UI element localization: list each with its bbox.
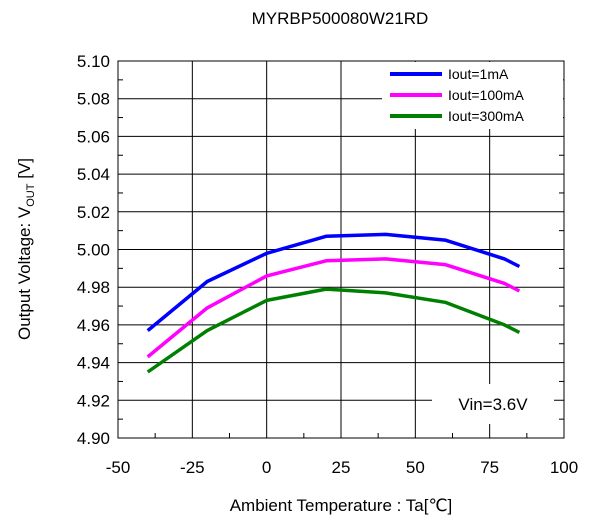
- y-tick-label: 4.92: [77, 391, 110, 410]
- x-tick-label: -50: [106, 458, 131, 477]
- y-tick-label: 5.06: [77, 127, 110, 146]
- x-tick-label: 0: [262, 458, 271, 477]
- minor-ticks: [118, 79, 564, 438]
- y-tick-label: 5.00: [77, 241, 110, 260]
- legend-label-1: Iout=1mA: [448, 66, 509, 82]
- y-axis-label-subscript: OUT: [25, 183, 37, 207]
- y-tick-label: 4.96: [77, 316, 110, 335]
- plot-area: [117, 60, 565, 439]
- y-tick-label: 5.02: [77, 203, 110, 222]
- legend: Iout=1mA Iout=100mA Iout=300mA: [382, 62, 563, 129]
- x-tick-label: 75: [480, 458, 499, 477]
- y-axis-label-unit: [V]: [15, 158, 34, 184]
- x-tick-label: 50: [406, 458, 425, 477]
- y-tick-label: 4.98: [77, 278, 110, 297]
- y-tick-labels: 4.90 4.92 4.94 4.96 4.98 5.00 5.02 5.04 5.06 5.08…: [77, 52, 110, 448]
- grid-lines: [118, 61, 564, 438]
- annotation-box: Vin=3.6V: [432, 384, 554, 424]
- annotation-background: [432, 384, 554, 424]
- x-axis-label: Ambient Temperature : Ta[℃]: [230, 496, 453, 515]
- y-tick-label: 4.90: [77, 429, 110, 448]
- series-line-1: [146, 232, 521, 332]
- y-axis-label-main: Output Voltage: V: [15, 206, 34, 340]
- y-tick-label: 5.10: [77, 52, 110, 71]
- chart-title: MYRBP500080W21RD: [252, 9, 429, 28]
- series-layer: [146, 232, 521, 374]
- y-tick-label: 4.94: [77, 354, 110, 373]
- series-line-2: [146, 257, 521, 359]
- x-tick-label: -25: [180, 458, 205, 477]
- legend-label-2: Iout=100mA: [448, 87, 525, 103]
- x-tick-label: 25: [332, 458, 351, 477]
- annotation-text: Vin=3.6V: [458, 395, 528, 414]
- y-tick-label: 5.04: [77, 165, 110, 184]
- y-tick-label: 5.08: [77, 90, 110, 109]
- x-tick-label: 100: [550, 458, 578, 477]
- legend-label-3: Iout=300mA: [448, 108, 525, 124]
- series-line-3: [146, 287, 521, 374]
- y-axis-label: Output Voltage: VOUT [V]: [15, 158, 37, 340]
- x-tick-labels: -50 -25 0 25 50 75 100: [106, 458, 578, 477]
